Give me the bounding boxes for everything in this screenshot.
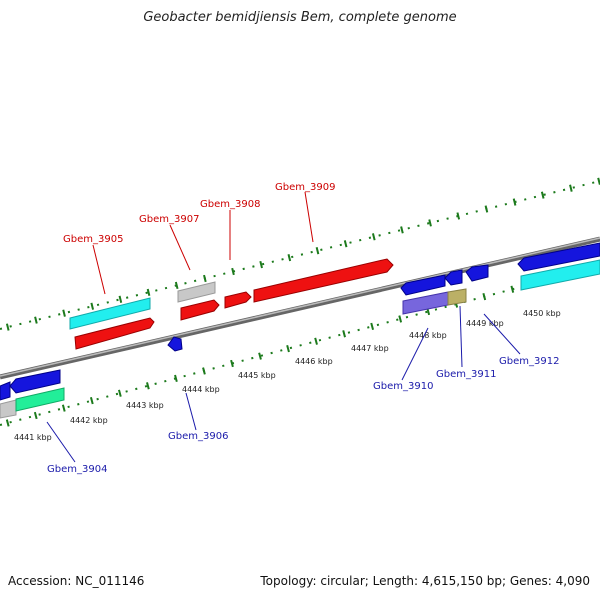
track-tick <box>371 233 376 241</box>
track-tick <box>89 397 94 405</box>
accession-text: Accession: NC_011146 <box>8 574 145 588</box>
gene-label-gbem-3910: Gbem_3910 <box>373 381 433 392</box>
track-tick <box>540 191 545 199</box>
track-tick <box>118 295 123 303</box>
track-tick <box>90 302 95 310</box>
kbp-label-4447: 4447 kbp <box>351 344 389 353</box>
gene-feature-red-tiny <box>224 291 252 309</box>
gene-label-gbem-3904: Gbem_3904 <box>47 464 107 475</box>
features-reverse <box>0 288 467 419</box>
track-tick <box>202 367 206 375</box>
track-tick <box>5 419 10 427</box>
gene-feature-green <box>15 387 65 412</box>
kbp-label-4442: 4442 kbp <box>70 416 108 425</box>
gene-feature-red-long <box>253 258 394 303</box>
track-tick <box>61 404 66 412</box>
gene-labels-top: Gbem_3905 Gbem_3907 Gbem_3908 Gbem_3909 <box>63 182 335 245</box>
track-tick <box>34 316 38 324</box>
gene-label-gbem-3912: Gbem_3912 <box>499 356 559 367</box>
track-tick <box>484 205 489 213</box>
track-tick <box>370 322 375 331</box>
track-tick <box>146 288 151 296</box>
track-tick <box>512 198 517 206</box>
kbp-label-4446: 4446 kbp <box>295 357 333 366</box>
gene-feature-blue-small-2 <box>465 264 489 282</box>
kbp-label-4443: 4443 kbp <box>126 401 164 410</box>
track-tick <box>343 240 348 248</box>
gene-label-gbem-3908: Gbem_3908 <box>200 199 260 210</box>
track-tick <box>146 382 150 390</box>
gene-feature-grey-left <box>0 399 17 419</box>
track-tick <box>314 337 318 345</box>
track-tick <box>315 247 320 255</box>
kbp-label-4445: 4445 kbp <box>238 371 276 380</box>
lower-dotted-track <box>0 265 600 426</box>
gene-feature-cyan <box>69 297 151 330</box>
gene-feature-blue-tiny <box>167 336 183 352</box>
track-tick <box>174 281 179 290</box>
position-labels: 4441 kbp 4442 kbp 4443 kbp 4444 kbp 4445… <box>14 309 561 442</box>
gene-label-gbem-3905: Gbem_3905 <box>63 234 123 245</box>
gene-label-gbem-3907: Gbem_3907 <box>139 214 199 225</box>
kbp-label-4449: 4449 kbp <box>466 319 504 328</box>
track-tick <box>482 293 487 301</box>
track-tick <box>117 389 122 397</box>
label-leaders <box>46 191 521 463</box>
track-tick <box>259 260 263 269</box>
gene-feature-blue <box>400 274 446 296</box>
track-tick <box>33 411 38 420</box>
gene-feature-blue-left-2 <box>9 369 61 394</box>
kbp-label-4441: 4441 kbp <box>14 433 52 442</box>
track-tick <box>287 253 292 262</box>
gene-feature-red-small <box>180 299 220 321</box>
track-tick <box>342 330 346 338</box>
track-tick <box>398 315 403 323</box>
gene-feature-olive <box>447 288 467 306</box>
gene-feature-red <box>74 317 155 350</box>
track-tick <box>174 374 178 383</box>
track-tick <box>230 359 234 368</box>
kbp-label-4450: 4450 kbp <box>523 309 561 318</box>
gene-label-gbem-3909: Gbem_3909 <box>275 182 335 193</box>
tick-marks <box>5 177 600 427</box>
genome-summary-text: Topology: circular; Length: 4,615,150 bp… <box>260 574 590 588</box>
kbp-label-4448: 4448 kbp <box>409 331 447 340</box>
gene-feature-blue-left <box>0 381 11 401</box>
track-tick <box>5 323 10 331</box>
track-tick <box>569 184 573 192</box>
track-tick <box>62 309 66 317</box>
track-tick <box>203 274 207 283</box>
track-tick <box>231 267 235 276</box>
track-tick <box>258 352 262 360</box>
track-tick <box>286 345 290 353</box>
gene-label-gbem-3906: Gbem_3906 <box>168 431 228 442</box>
gene-labels-bottom: Gbem_3904 Gbem_3906 Gbem_3910 Gbem_3911 … <box>47 356 559 475</box>
features-forward <box>69 242 600 350</box>
gene-feature-cyan-long <box>520 259 600 291</box>
gene-feature-violet <box>402 291 449 315</box>
kbp-label-4444: 4444 kbp <box>182 385 220 394</box>
track-tick <box>428 219 432 227</box>
gene-feature-blue-small <box>444 269 463 286</box>
track-tick <box>456 212 461 220</box>
page-title: Geobacter bemidjiensis Bem, complete gen… <box>143 10 457 25</box>
gene-label-gbem-3911: Gbem_3911 <box>436 369 496 380</box>
genome-axis <box>0 236 600 380</box>
track-tick <box>400 226 404 234</box>
gene-feature-blue-long <box>517 242 600 272</box>
track-tick <box>510 285 515 293</box>
gene-feature-grey <box>177 281 216 303</box>
